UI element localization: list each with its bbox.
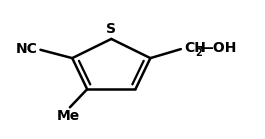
Text: CH: CH	[184, 41, 206, 55]
Text: S: S	[106, 22, 116, 36]
Text: Me: Me	[57, 109, 80, 123]
Text: 2: 2	[195, 48, 202, 58]
Text: NC: NC	[16, 42, 38, 56]
Text: —OH: —OH	[199, 41, 237, 55]
